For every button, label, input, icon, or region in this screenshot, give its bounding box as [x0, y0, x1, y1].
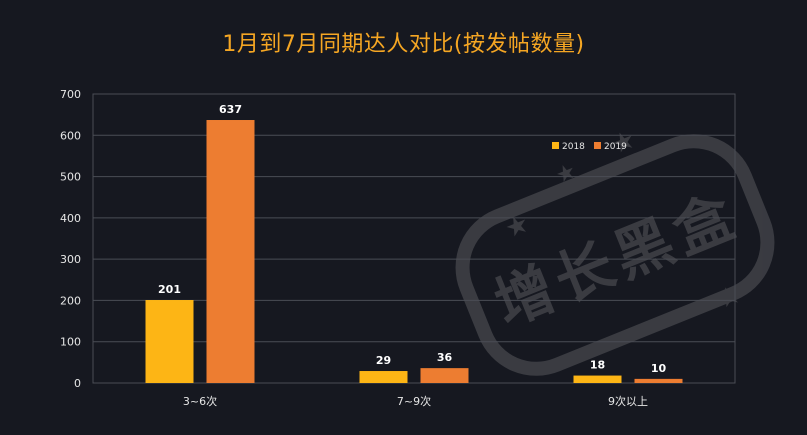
y-tick-label: 300	[60, 253, 81, 266]
bars: 201 637 29 36 18 10	[145, 103, 683, 383]
legend-swatch	[594, 142, 601, 149]
data-label: 36	[437, 351, 453, 364]
legend-label: 2018	[562, 142, 585, 152]
data-label: 201	[158, 283, 181, 296]
x-tick-label: 9次以上	[608, 394, 648, 408]
bar	[634, 378, 683, 383]
legend-swatch	[552, 142, 559, 149]
legend: 2018 2019	[552, 142, 627, 152]
y-tick-label: 700	[60, 88, 81, 101]
bar	[145, 300, 194, 383]
y-tick-label: 0	[74, 377, 81, 390]
chart-title: 1月到7月同期达人对比(按发帖数量)	[222, 32, 585, 57]
bar	[420, 368, 469, 383]
y-tick-label: 100	[60, 336, 81, 349]
data-label: 10	[651, 362, 667, 375]
y-tick-label: 200	[60, 294, 81, 307]
y-tick-label: 600	[60, 129, 81, 142]
legend-label: 2019	[604, 142, 627, 152]
watermark-stamp: 增长黑盒 ★ ★ ★ ★	[455, 124, 775, 376]
data-label: 18	[590, 359, 605, 372]
x-tick-label: 3~6次	[183, 394, 217, 408]
plot-border	[92, 93, 736, 384]
x-tick-label: 7~9次	[397, 394, 431, 408]
y-tick-label: 500	[60, 171, 81, 184]
data-label: 29	[376, 354, 391, 367]
bar	[573, 375, 622, 383]
y-tick-label: 400	[60, 212, 81, 225]
bar	[206, 120, 255, 383]
bar	[359, 371, 408, 383]
axes: 0 100 200 300 400 500 600 700 3~6次 7~9次 9次以上	[60, 88, 736, 408]
data-label: 637	[219, 103, 242, 116]
